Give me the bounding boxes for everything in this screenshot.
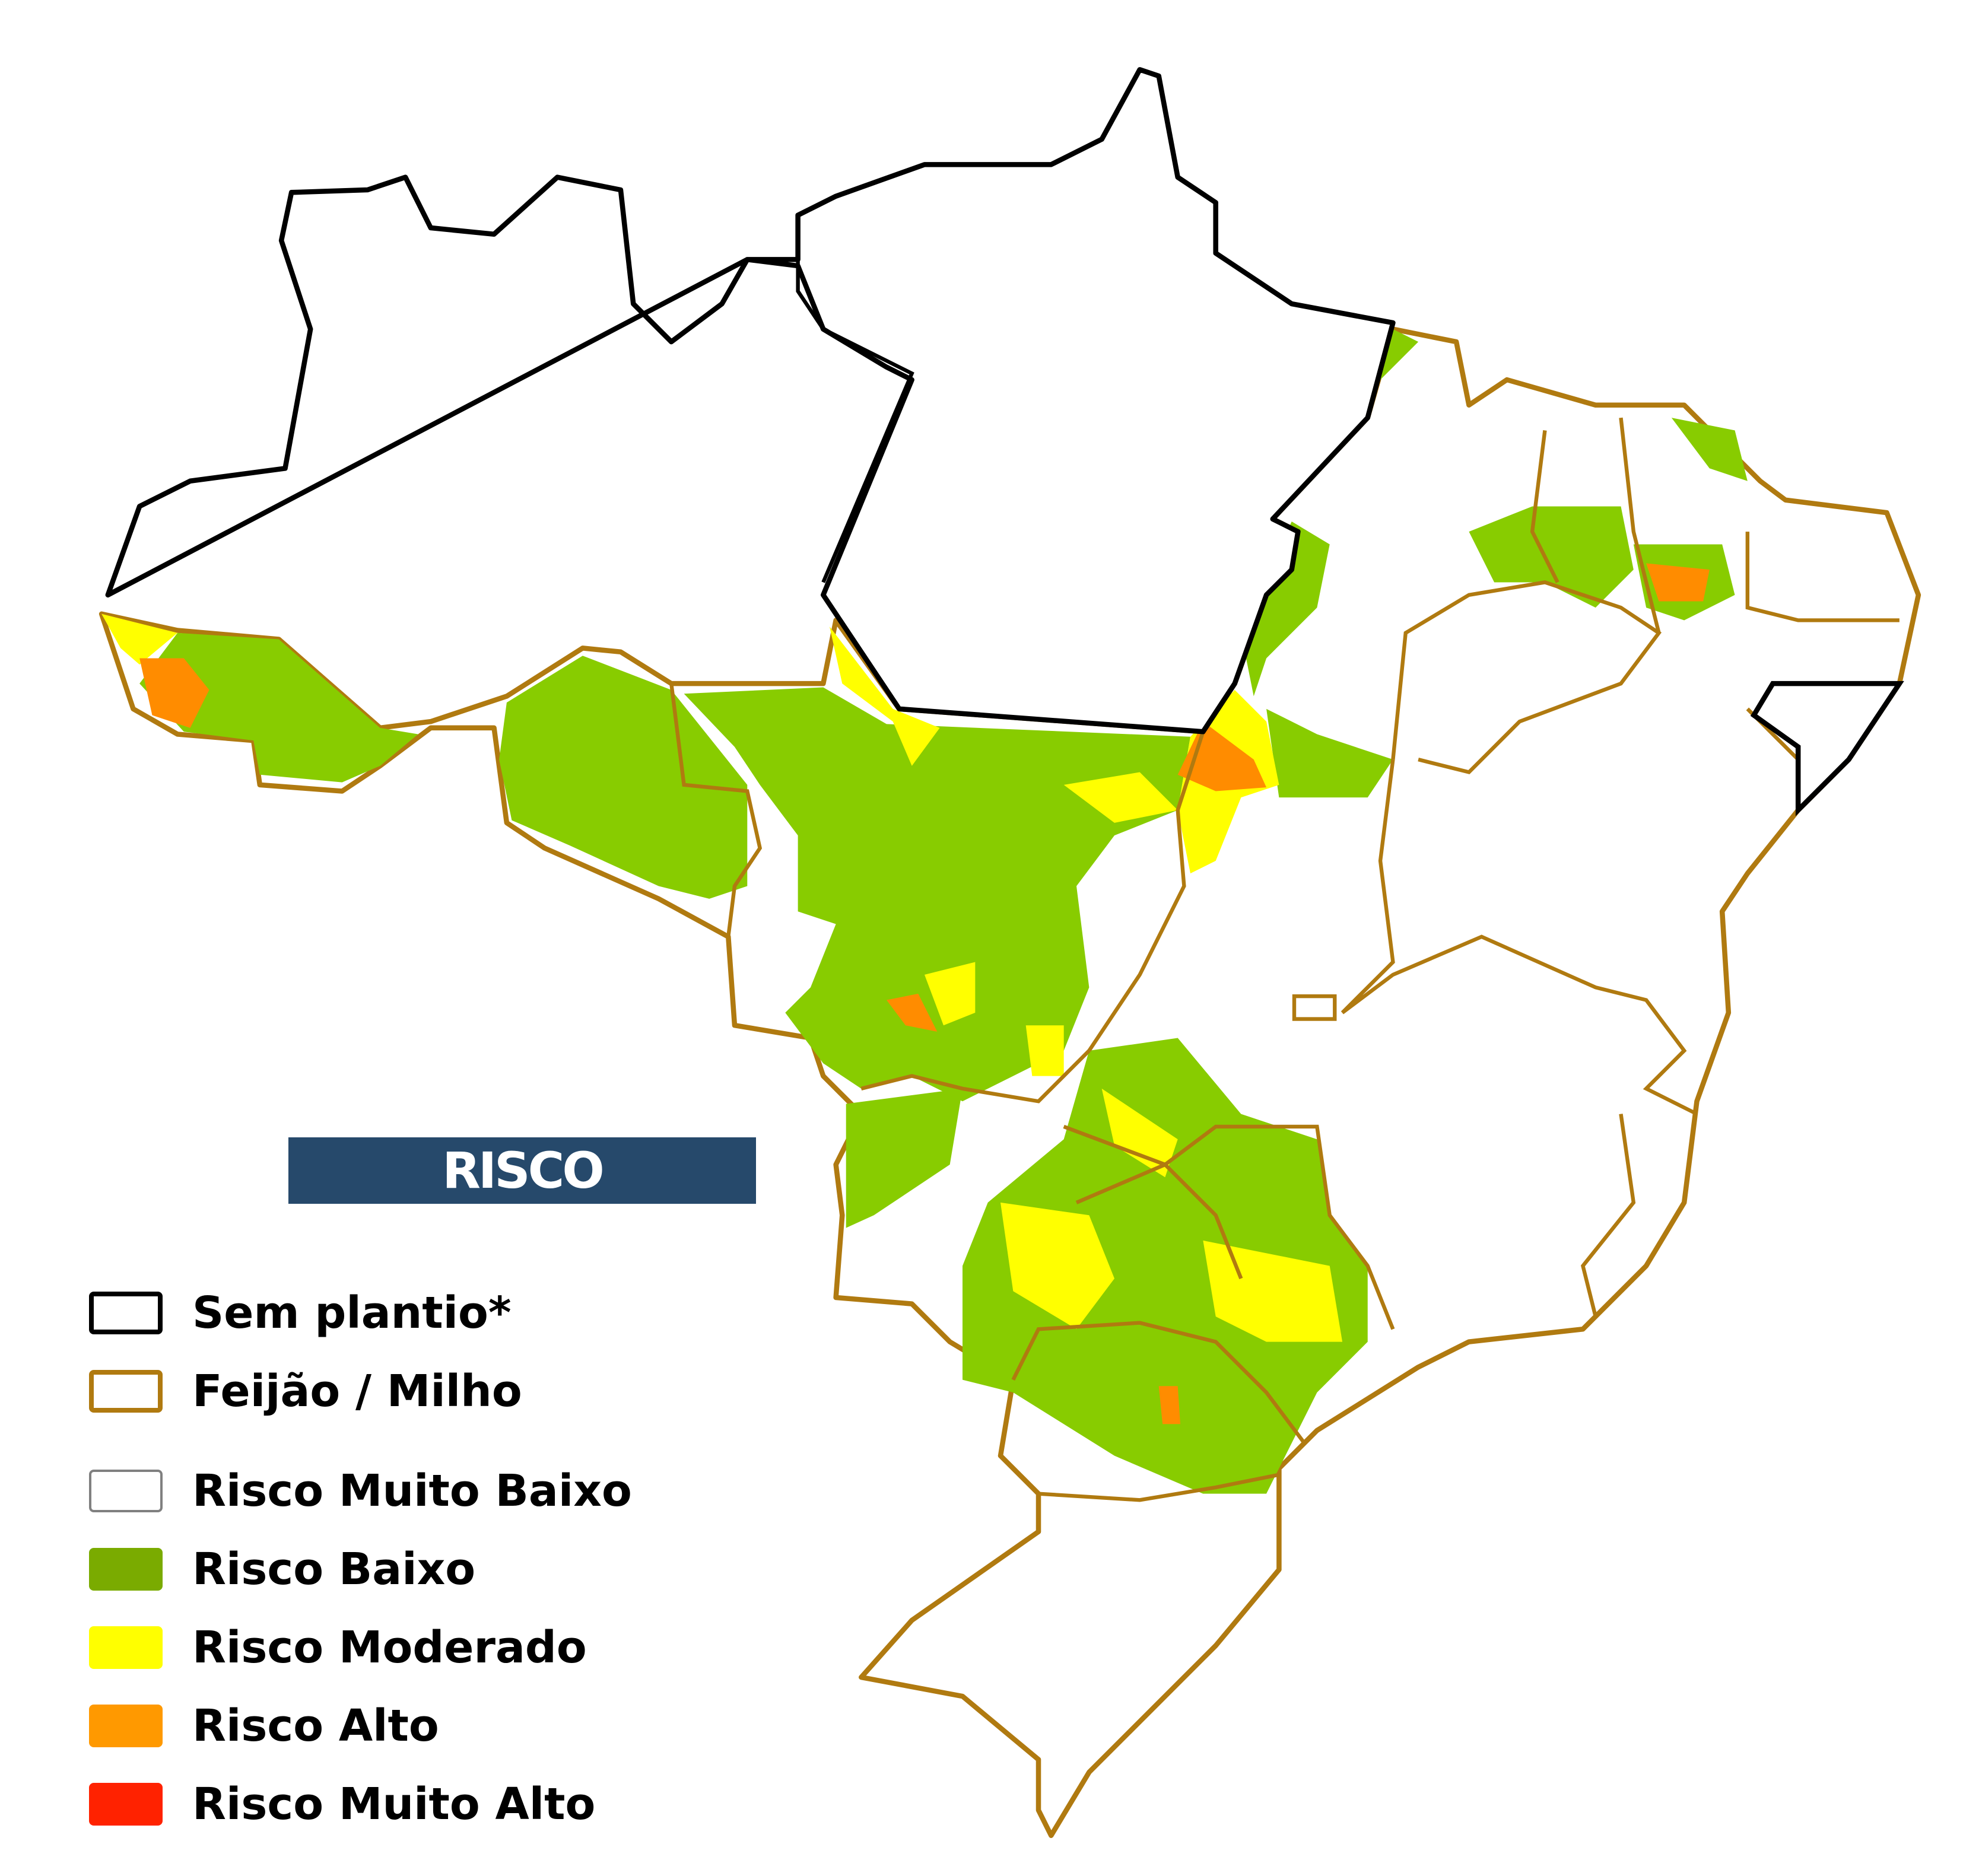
sem-plantio-region-al bbox=[1750, 681, 1904, 816]
legend-swatch bbox=[89, 1292, 163, 1334]
legend-label: Risco Muito Baixo bbox=[192, 1465, 632, 1516]
risk-area bbox=[684, 687, 1191, 1102]
risk-area bbox=[139, 658, 209, 728]
risk-area bbox=[962, 1038, 1368, 1494]
risk-area bbox=[846, 1088, 963, 1228]
legend-title-bar: RISCO bbox=[288, 1137, 756, 1204]
legend-item-feijao-milho: Feijão / Milho bbox=[89, 1366, 522, 1417]
risk-area bbox=[1025, 1025, 1064, 1076]
legend-swatch bbox=[89, 1470, 163, 1512]
legend-item-risco-muito-alto: Risco Muito Alto bbox=[89, 1779, 595, 1830]
legend-swatch bbox=[89, 1705, 163, 1747]
risk-area bbox=[1241, 522, 1330, 697]
legend-label: Sem plantio* bbox=[192, 1287, 512, 1338]
risk-area bbox=[499, 656, 748, 899]
legend-swatch bbox=[89, 1548, 163, 1591]
legend-item-risco-alto: Risco Alto bbox=[89, 1700, 439, 1751]
legend-item-sem-plantio: Sem plantio* bbox=[89, 1287, 512, 1338]
risk-area bbox=[1101, 1088, 1178, 1178]
risk-area bbox=[1158, 1386, 1180, 1425]
risk-area bbox=[1469, 506, 1634, 608]
state-borders bbox=[430, 417, 1900, 1502]
risk-area bbox=[1266, 708, 1393, 798]
legend-label: Risco Baixo bbox=[192, 1544, 476, 1595]
legend-swatch bbox=[89, 1783, 163, 1826]
legend-label: Feijão / Milho bbox=[192, 1366, 522, 1417]
risk-area bbox=[101, 613, 178, 665]
legend-swatch bbox=[89, 1370, 163, 1413]
legend-item-risco-moderado: Risco Moderado bbox=[89, 1622, 587, 1673]
legend-label: Risco Moderado bbox=[192, 1622, 587, 1673]
legend-label: Risco Muito Alto bbox=[192, 1779, 596, 1830]
legend-title: RISCO bbox=[442, 1142, 604, 1200]
legend-label: Risco Alto bbox=[192, 1700, 439, 1751]
risk-area bbox=[924, 962, 976, 1026]
legend-item-risco-muito-baixo: Risco Muito Baixo bbox=[89, 1465, 632, 1516]
risk-area bbox=[1646, 563, 1710, 602]
risk-baixo-areas bbox=[139, 329, 1748, 1494]
risk-area bbox=[1671, 418, 1748, 481]
state-border-black bbox=[796, 215, 914, 583]
sem-plantio-region bbox=[105, 67, 1396, 734]
legend-item-risco-baixo: Risco Baixo bbox=[89, 1544, 475, 1595]
risk-area bbox=[829, 627, 940, 766]
risk-area bbox=[1000, 1202, 1115, 1330]
risk-area bbox=[1063, 772, 1178, 823]
risk-area bbox=[139, 632, 418, 783]
risk-area bbox=[886, 993, 938, 1032]
legend-swatch bbox=[89, 1626, 163, 1669]
